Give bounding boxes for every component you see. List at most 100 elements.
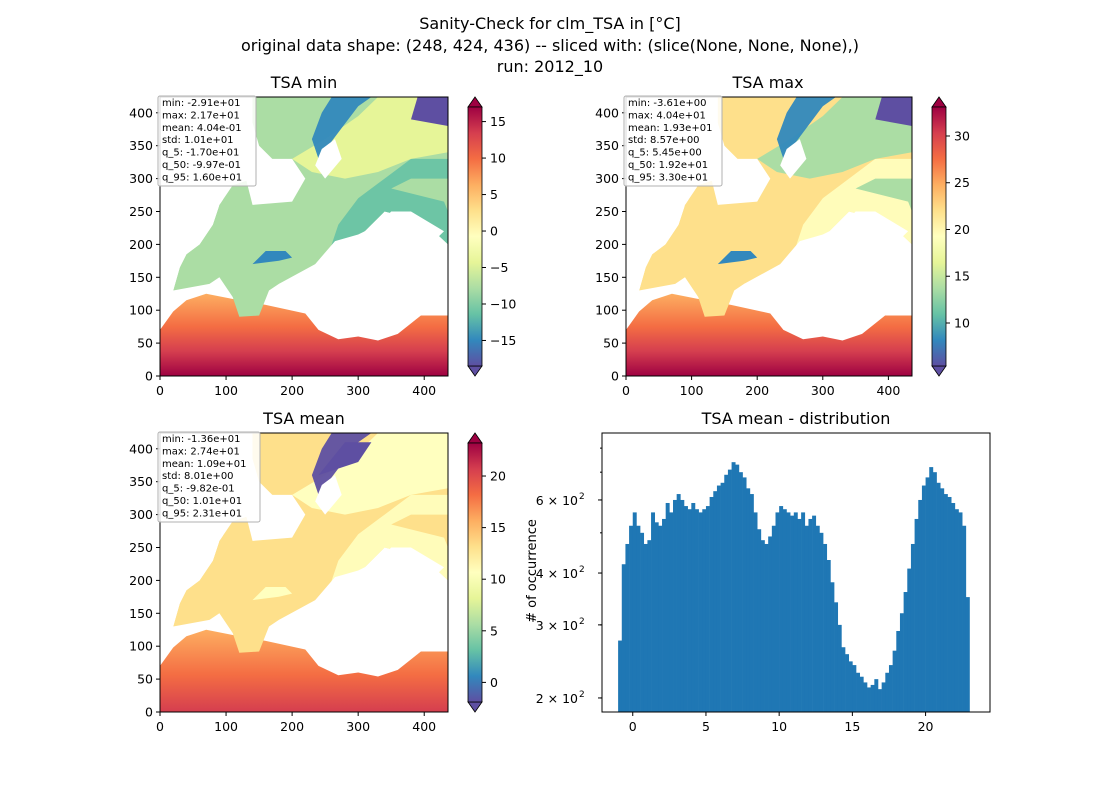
y-tick-exponent: 2 xyxy=(579,565,585,575)
histogram-bar xyxy=(771,525,776,712)
y-tick-label: 200 xyxy=(595,237,619,252)
stats-line: mean: 1.09e+01 xyxy=(162,459,246,470)
y-tick-label: 250 xyxy=(595,204,619,219)
y-tick-label: 400 xyxy=(129,105,153,120)
y-tick-base: 2 × 10 xyxy=(536,691,578,706)
histogram-bar xyxy=(716,485,721,712)
histogram-bar xyxy=(713,491,718,712)
map-area xyxy=(626,97,912,376)
scandinavia-land xyxy=(776,97,836,159)
histogram-bar xyxy=(676,494,681,712)
colorbar-extend-top xyxy=(467,96,483,108)
histogram-bar xyxy=(687,509,692,712)
y-axis: 0 50 100 150 200 250 300 350 400 xyxy=(129,441,160,720)
histogram-bar xyxy=(914,518,919,712)
colorbar-extend-top xyxy=(467,432,483,444)
histogram-bar xyxy=(910,543,915,712)
axes-frame xyxy=(625,96,913,377)
histogram-bar xyxy=(951,502,956,712)
histogram-bar xyxy=(932,472,937,712)
y-tick-label: 350 xyxy=(129,474,153,489)
bars xyxy=(618,462,970,712)
histogram-bar xyxy=(662,518,666,712)
histogram-bar xyxy=(929,467,934,712)
y-tick-exponent: 2 xyxy=(579,617,585,627)
x-tick-label: 10 xyxy=(771,719,787,734)
colorbar-gradient xyxy=(467,106,483,367)
histogram-bar xyxy=(749,494,754,712)
histogram-bar xyxy=(921,485,926,712)
y-tick-label: 400 xyxy=(595,105,619,120)
x-tick-label: 20 xyxy=(918,719,934,734)
histogram-bar xyxy=(757,529,762,712)
y-tick-base: 3 × 10 xyxy=(536,618,578,633)
x-tick-label: 100 xyxy=(214,719,238,734)
histogram-bar xyxy=(918,499,923,712)
histogram-bar xyxy=(724,474,729,712)
colorbar-tick-label: 15 xyxy=(954,269,970,284)
histogram-bar xyxy=(815,525,820,712)
y-tick-exponent: 2 xyxy=(579,690,585,700)
histogram-bar xyxy=(936,482,941,712)
chart-title: TSA mean - distribution xyxy=(701,409,891,428)
y-tick-label: 250 xyxy=(129,204,153,219)
x-tick-label: 100 xyxy=(214,383,238,398)
histogram-bar xyxy=(654,522,659,712)
map-area xyxy=(160,97,448,376)
black-sea xyxy=(842,211,909,238)
histogram-bar xyxy=(903,592,908,712)
histogram-bar xyxy=(621,564,626,712)
x-tick-label: 300 xyxy=(346,719,370,734)
histogram-bar xyxy=(870,684,875,712)
russia-land xyxy=(391,178,448,212)
histogram-bar xyxy=(804,525,809,712)
x-axis: 0 5 10 15 20 xyxy=(629,712,934,734)
north-africa-land xyxy=(160,629,448,712)
histogram-bar xyxy=(808,518,813,712)
y-tick-label: 0 xyxy=(145,705,153,720)
y-tick-label: 50 xyxy=(137,336,153,351)
colorbar-gradient xyxy=(931,106,947,367)
y-tick-base: 4 × 10 xyxy=(536,566,578,581)
histogram-bar xyxy=(702,509,707,712)
baltic-sea xyxy=(780,139,807,179)
histogram-bar xyxy=(852,665,857,712)
histogram-bar xyxy=(881,682,886,712)
y-tick-label: 150 xyxy=(129,606,153,621)
stats-line: max: 2.74e+01 xyxy=(162,446,240,457)
histogram-bar xyxy=(764,543,769,712)
colorbar-tick-label: 20 xyxy=(954,222,970,237)
alps-land xyxy=(252,251,293,265)
alps-land xyxy=(252,587,293,601)
russia-land xyxy=(855,178,912,212)
histogram-bar xyxy=(782,509,787,712)
histogram-bar xyxy=(863,682,868,712)
stats-line: mean: 4.04e-01 xyxy=(162,123,242,134)
y-tick-label: 0 xyxy=(611,369,619,384)
histogram-bar xyxy=(742,477,747,712)
y-tick-label: 3 × 10 xyxy=(536,618,578,633)
y-tick-label: 50 xyxy=(137,672,153,687)
histogram-bar xyxy=(673,499,677,712)
histogram-bar xyxy=(812,515,817,712)
histogram-bar xyxy=(665,502,670,712)
histogram-bar xyxy=(731,462,736,712)
histogram-bar xyxy=(954,509,959,712)
x-tick-label: 200 xyxy=(745,383,769,398)
histogram-bar xyxy=(640,532,645,712)
histogram-bar xyxy=(643,543,648,712)
histogram-bar xyxy=(786,512,791,712)
stats-line: q_50: 1.01e+01 xyxy=(162,496,242,507)
stats-line: std: 8.57e+00 xyxy=(628,135,700,146)
russia-land xyxy=(391,514,448,548)
arctic-cold-patch xyxy=(411,97,448,126)
x-tick-label: 200 xyxy=(280,383,304,398)
histogram-bar xyxy=(618,640,623,712)
histogram-bar xyxy=(705,506,710,712)
histogram-bar xyxy=(947,496,952,712)
stats-line: q_5: 5.45e+00 xyxy=(628,148,702,159)
histogram-bar xyxy=(848,661,853,712)
histogram-bar xyxy=(709,496,714,712)
